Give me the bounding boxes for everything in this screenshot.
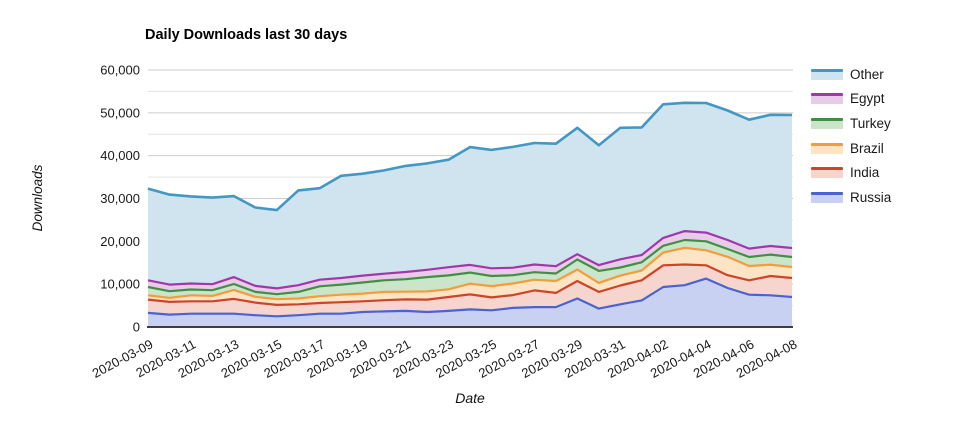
legend-item-other: Other: [811, 62, 891, 87]
legend-swatch-india: [811, 167, 843, 179]
x-axis-title: Date: [455, 390, 485, 406]
legend-label: Other: [850, 66, 884, 82]
legend-label: Egypt: [850, 91, 885, 107]
legend-label: Brazil: [850, 140, 884, 156]
legend-swatch-russia: [811, 191, 843, 203]
area-india: [148, 264, 792, 317]
line-russia: [147, 277, 793, 318]
legend-item-india: India: [811, 160, 891, 185]
y-tick-label: 50,000: [100, 105, 140, 120]
legend-swatch-brazil: [811, 142, 843, 154]
legend-swatch-other: [811, 68, 843, 80]
line-egypt: [147, 230, 793, 290]
area-egypt: [148, 231, 792, 295]
line-brazil: [147, 246, 793, 301]
area-turkey: [148, 240, 792, 300]
legend-item-brazil: Brazil: [811, 136, 891, 161]
y-tick-label: 40,000: [100, 148, 140, 163]
legend-label: Russia: [850, 189, 892, 205]
chart-title: Daily Downloads last 30 days: [145, 27, 348, 43]
legend-item-egypt: Egypt: [811, 87, 891, 112]
y-tick-label: 60,000: [100, 63, 140, 78]
line-other: [147, 101, 793, 212]
area-other: [148, 102, 792, 289]
y-tick-label: 10,000: [100, 277, 140, 292]
y-tick-label: 20,000: [100, 234, 140, 249]
legend-item-turkey: Turkey: [811, 111, 891, 136]
line-turkey: [147, 238, 793, 296]
legend-label: Turkey: [850, 115, 891, 131]
legend-label: India: [850, 165, 880, 181]
legend-swatch-egypt: [811, 93, 843, 105]
legend-item-russia: Russia: [811, 185, 891, 210]
line-india: [147, 263, 793, 306]
y-tick-label: 0: [133, 320, 140, 335]
legend-swatch-turkey: [811, 117, 843, 129]
y-tick-label: 30,000: [100, 191, 140, 206]
chart-legend: Other Egypt Turkey Brazil India Russia: [811, 62, 891, 210]
